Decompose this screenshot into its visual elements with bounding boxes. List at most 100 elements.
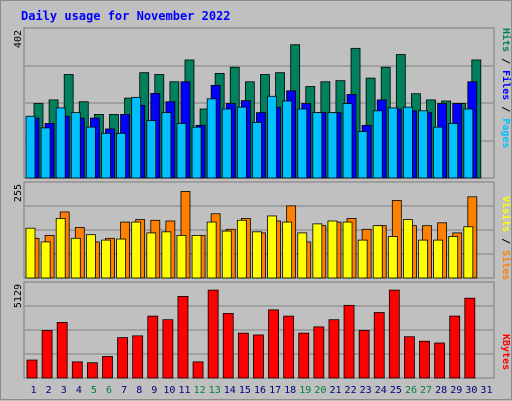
pages-bar-day-8 bbox=[131, 96, 142, 179]
kbytes-bar-day-26 bbox=[404, 336, 415, 379]
hits-side-legend: Hits / Files / Pages bbox=[500, 28, 512, 148]
kbytes-bar-day-29 bbox=[449, 315, 461, 379]
kbytes-bar-day-17 bbox=[268, 309, 279, 379]
visits-bar-day-14 bbox=[221, 230, 232, 279]
kbytes-bar-day-11 bbox=[177, 295, 189, 379]
day-label-4: 4 bbox=[76, 385, 82, 396]
pages-bar-day-4 bbox=[70, 112, 81, 179]
chart-title: Daily usage for November 2022 bbox=[21, 9, 231, 23]
day-label-9: 9 bbox=[151, 385, 157, 396]
visits-bar-day-1 bbox=[25, 227, 36, 279]
pages-bar-day-2 bbox=[40, 127, 51, 179]
day-label-28: 28 bbox=[435, 385, 447, 396]
kbytes-bar-day-14 bbox=[222, 313, 234, 379]
day-label-30: 30 bbox=[465, 385, 477, 396]
day-label-10: 10 bbox=[163, 385, 175, 396]
visits-bar-day-18 bbox=[282, 221, 293, 279]
pages-bar-day-30 bbox=[463, 108, 474, 179]
kbytes-bar-day-5 bbox=[86, 362, 98, 379]
day-label-13: 13 bbox=[209, 385, 221, 396]
visits-bar-day-11 bbox=[176, 235, 187, 279]
kbytes-bar-day-21 bbox=[328, 319, 340, 379]
legend-files: Files bbox=[500, 70, 512, 100]
day-label-15: 15 bbox=[239, 385, 251, 396]
pages-bar-day-20 bbox=[312, 112, 323, 179]
day-label-25: 25 bbox=[390, 385, 402, 396]
visits-bar-day-6 bbox=[101, 239, 111, 279]
day-label-31: 31 bbox=[480, 385, 492, 396]
kbytes-bar-day-22 bbox=[343, 304, 355, 379]
day-label-24: 24 bbox=[375, 385, 387, 396]
day-label-23: 23 bbox=[360, 385, 372, 396]
legend-visits: Visits bbox=[500, 196, 512, 232]
visits-bar-day-13 bbox=[206, 221, 217, 279]
visits-bar-day-15 bbox=[236, 219, 247, 279]
kbytes-bar-day-25 bbox=[388, 289, 400, 379]
day-label-7: 7 bbox=[121, 385, 127, 396]
kbytes-bar-day-27 bbox=[419, 340, 430, 379]
kbytes-bar-day-7 bbox=[117, 337, 128, 379]
day-label-8: 8 bbox=[136, 385, 142, 396]
legend-sep-3: / bbox=[500, 232, 511, 250]
day-label-3: 3 bbox=[61, 385, 67, 396]
kbytes-bar-day-19 bbox=[298, 332, 310, 379]
pages-bar-day-14 bbox=[221, 108, 232, 179]
day-label-17: 17 bbox=[269, 385, 281, 396]
visits-bar-day-22 bbox=[342, 221, 353, 279]
pages-bar-day-25 bbox=[387, 107, 398, 179]
kbytes-bar-day-20 bbox=[313, 326, 325, 379]
visits-bar-day-8 bbox=[131, 221, 142, 279]
kbytes-bar-day-16 bbox=[253, 334, 264, 379]
pages-bar-day-23 bbox=[357, 131, 368, 179]
kbytes-side-legend: KBytes bbox=[500, 334, 511, 370]
kbytes-max-label: 5129 bbox=[13, 284, 24, 308]
visits-bar-day-17 bbox=[267, 215, 277, 279]
day-label-1: 1 bbox=[31, 385, 37, 396]
day-label-18: 18 bbox=[284, 385, 296, 396]
visits-bar-day-10 bbox=[161, 231, 172, 279]
kbytes-bar-day-18 bbox=[283, 315, 295, 379]
day-label-14: 14 bbox=[224, 385, 236, 396]
visits-bar-day-23 bbox=[357, 239, 368, 279]
visits-bar-day-30 bbox=[463, 226, 474, 279]
visits-bar-day-21 bbox=[327, 220, 338, 279]
kbytes-bar-day-3 bbox=[56, 321, 68, 379]
pages-bar-day-3 bbox=[55, 107, 66, 179]
kbytes-bar-day-10 bbox=[162, 319, 174, 379]
pages-bar-day-19 bbox=[297, 108, 308, 179]
kbytes-bar-day-2 bbox=[41, 330, 53, 379]
pages-bar-day-13 bbox=[206, 98, 217, 179]
kbytes-bar-day-12 bbox=[192, 361, 204, 379]
pages-bar-day-1 bbox=[25, 115, 36, 179]
visits-bar-day-27 bbox=[418, 239, 428, 279]
visits-max-label: 255 bbox=[13, 184, 24, 202]
day-label-5: 5 bbox=[91, 385, 97, 396]
hits-max-label: 402 bbox=[13, 30, 24, 48]
pages-bar-day-9 bbox=[146, 120, 157, 179]
kbytes-bar-day-9 bbox=[147, 315, 159, 379]
kbytes-bar-day-13 bbox=[207, 289, 219, 379]
day-label-26: 26 bbox=[405, 385, 417, 396]
pages-bar-day-15 bbox=[236, 106, 247, 179]
kbytes-bar-day-1 bbox=[26, 359, 38, 379]
kbytes-panel bbox=[23, 281, 495, 379]
hits-panel bbox=[23, 27, 495, 179]
day-label-22: 22 bbox=[345, 385, 357, 396]
kbytes-bar-day-4 bbox=[71, 361, 83, 379]
legend-pages: Pages bbox=[500, 118, 511, 148]
visits-bar-day-9 bbox=[146, 232, 157, 279]
day-label-2: 2 bbox=[46, 385, 52, 396]
pages-bar-day-26 bbox=[403, 106, 413, 179]
visits-bar-day-16 bbox=[252, 231, 262, 279]
visits-bar-day-26 bbox=[403, 219, 413, 279]
pages-bar-day-29 bbox=[448, 123, 459, 179]
pages-bar-day-17 bbox=[267, 95, 277, 179]
day-label-6: 6 bbox=[106, 385, 112, 396]
kbytes-bar-day-23 bbox=[358, 330, 370, 379]
kbytes-bar-day-6 bbox=[102, 356, 113, 379]
kbytes-bar-day-8 bbox=[132, 335, 144, 379]
kbytes-bar-day-30 bbox=[464, 297, 476, 379]
pages-bar-day-7 bbox=[116, 132, 126, 179]
